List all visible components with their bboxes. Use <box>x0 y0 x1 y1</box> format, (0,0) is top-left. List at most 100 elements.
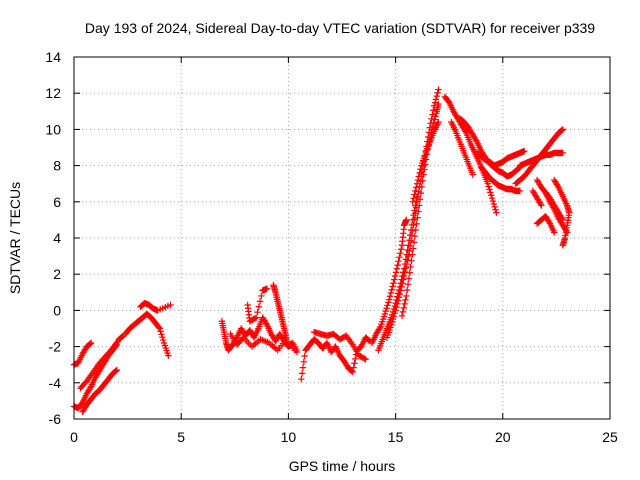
data-point <box>251 315 259 322</box>
data-point <box>401 268 409 276</box>
data-point <box>415 173 422 180</box>
x-tick-label: 25 <box>602 429 618 445</box>
data-point <box>82 379 89 386</box>
data-point <box>385 299 392 306</box>
data-point <box>413 180 421 187</box>
data-point <box>361 355 368 362</box>
data-point <box>545 218 553 226</box>
data-point <box>469 171 476 178</box>
data-point <box>253 314 260 321</box>
data-point <box>350 364 357 371</box>
data-point <box>431 116 438 123</box>
data-point <box>416 169 423 177</box>
data-point <box>408 257 415 265</box>
data-point <box>157 328 164 335</box>
data-point <box>414 214 421 221</box>
data-point <box>413 220 420 228</box>
data-point <box>488 194 496 202</box>
data-point <box>417 189 425 197</box>
data-point <box>488 192 495 199</box>
data-point <box>473 137 480 144</box>
data-point <box>397 287 404 294</box>
data-point <box>404 281 412 288</box>
data-point <box>400 272 408 280</box>
data-point <box>352 355 359 363</box>
data-point <box>409 227 416 234</box>
data-point <box>492 206 499 213</box>
x-tick-label: 15 <box>388 429 404 445</box>
data-point <box>406 247 413 255</box>
data-point <box>537 200 544 208</box>
data-point <box>389 283 396 290</box>
data-point <box>263 285 271 292</box>
data-point <box>283 334 290 341</box>
data-point <box>410 221 417 229</box>
data-point <box>490 200 497 208</box>
data-point <box>432 96 440 103</box>
data-point <box>383 305 390 312</box>
data-point <box>559 126 567 133</box>
data-point <box>538 202 545 209</box>
y-tick-label: 0 <box>53 302 61 318</box>
data-point <box>404 256 411 264</box>
data-point <box>409 251 416 258</box>
data-point <box>420 171 427 178</box>
data-point <box>402 296 409 304</box>
y-tick-label: 8 <box>53 158 61 174</box>
data-point <box>435 118 442 126</box>
y-tick-label: 2 <box>53 266 61 282</box>
data-point <box>388 318 396 326</box>
data-point <box>430 107 437 114</box>
data-point <box>393 303 400 311</box>
data-point <box>558 126 566 134</box>
data-point <box>384 302 391 309</box>
data-point <box>484 180 491 187</box>
data-point <box>108 346 115 354</box>
data-point <box>399 280 406 287</box>
data-point <box>386 293 394 300</box>
data-point <box>385 296 393 303</box>
data-point <box>397 250 404 257</box>
data-point <box>398 312 406 320</box>
data-point <box>112 367 120 375</box>
data-point <box>405 275 413 282</box>
data-point <box>159 336 167 344</box>
data-point <box>256 298 264 305</box>
data-point <box>387 289 395 297</box>
y-tick-label: 10 <box>45 121 61 137</box>
x-tick-label: 20 <box>495 429 511 445</box>
data-point <box>394 261 401 269</box>
data-point <box>415 202 423 209</box>
data-point <box>396 290 404 298</box>
data-point <box>410 194 417 202</box>
y-tick-label: -6 <box>49 411 62 427</box>
data-point <box>433 92 440 100</box>
data-point <box>434 89 441 97</box>
data-point <box>416 196 424 203</box>
data-point <box>399 308 407 316</box>
data-point <box>376 324 383 332</box>
data-point <box>390 280 397 287</box>
data-point <box>462 128 469 135</box>
data-point <box>391 276 398 283</box>
data-point <box>348 368 356 375</box>
y-axis-label: SDTVAR / TECUs <box>7 182 23 294</box>
axis-ticks: 0 5 10 15 20 25 -6 -4 -2 0 2 4 6 8 10 12 14 <box>45 49 618 445</box>
y-tick-label: 4 <box>53 230 61 246</box>
data-point <box>412 226 419 234</box>
data-point <box>382 307 389 315</box>
data-point <box>390 312 398 320</box>
data-point <box>351 360 358 367</box>
data-point <box>258 292 265 300</box>
y-tick-label: 14 <box>45 49 61 65</box>
data-point <box>393 265 401 272</box>
data-point <box>551 229 558 236</box>
data-point <box>411 215 418 223</box>
data-point <box>389 315 397 323</box>
data-point <box>395 257 402 265</box>
data-point <box>254 309 261 316</box>
data-point <box>410 239 418 246</box>
data-point <box>299 364 307 371</box>
data-point <box>401 300 408 308</box>
